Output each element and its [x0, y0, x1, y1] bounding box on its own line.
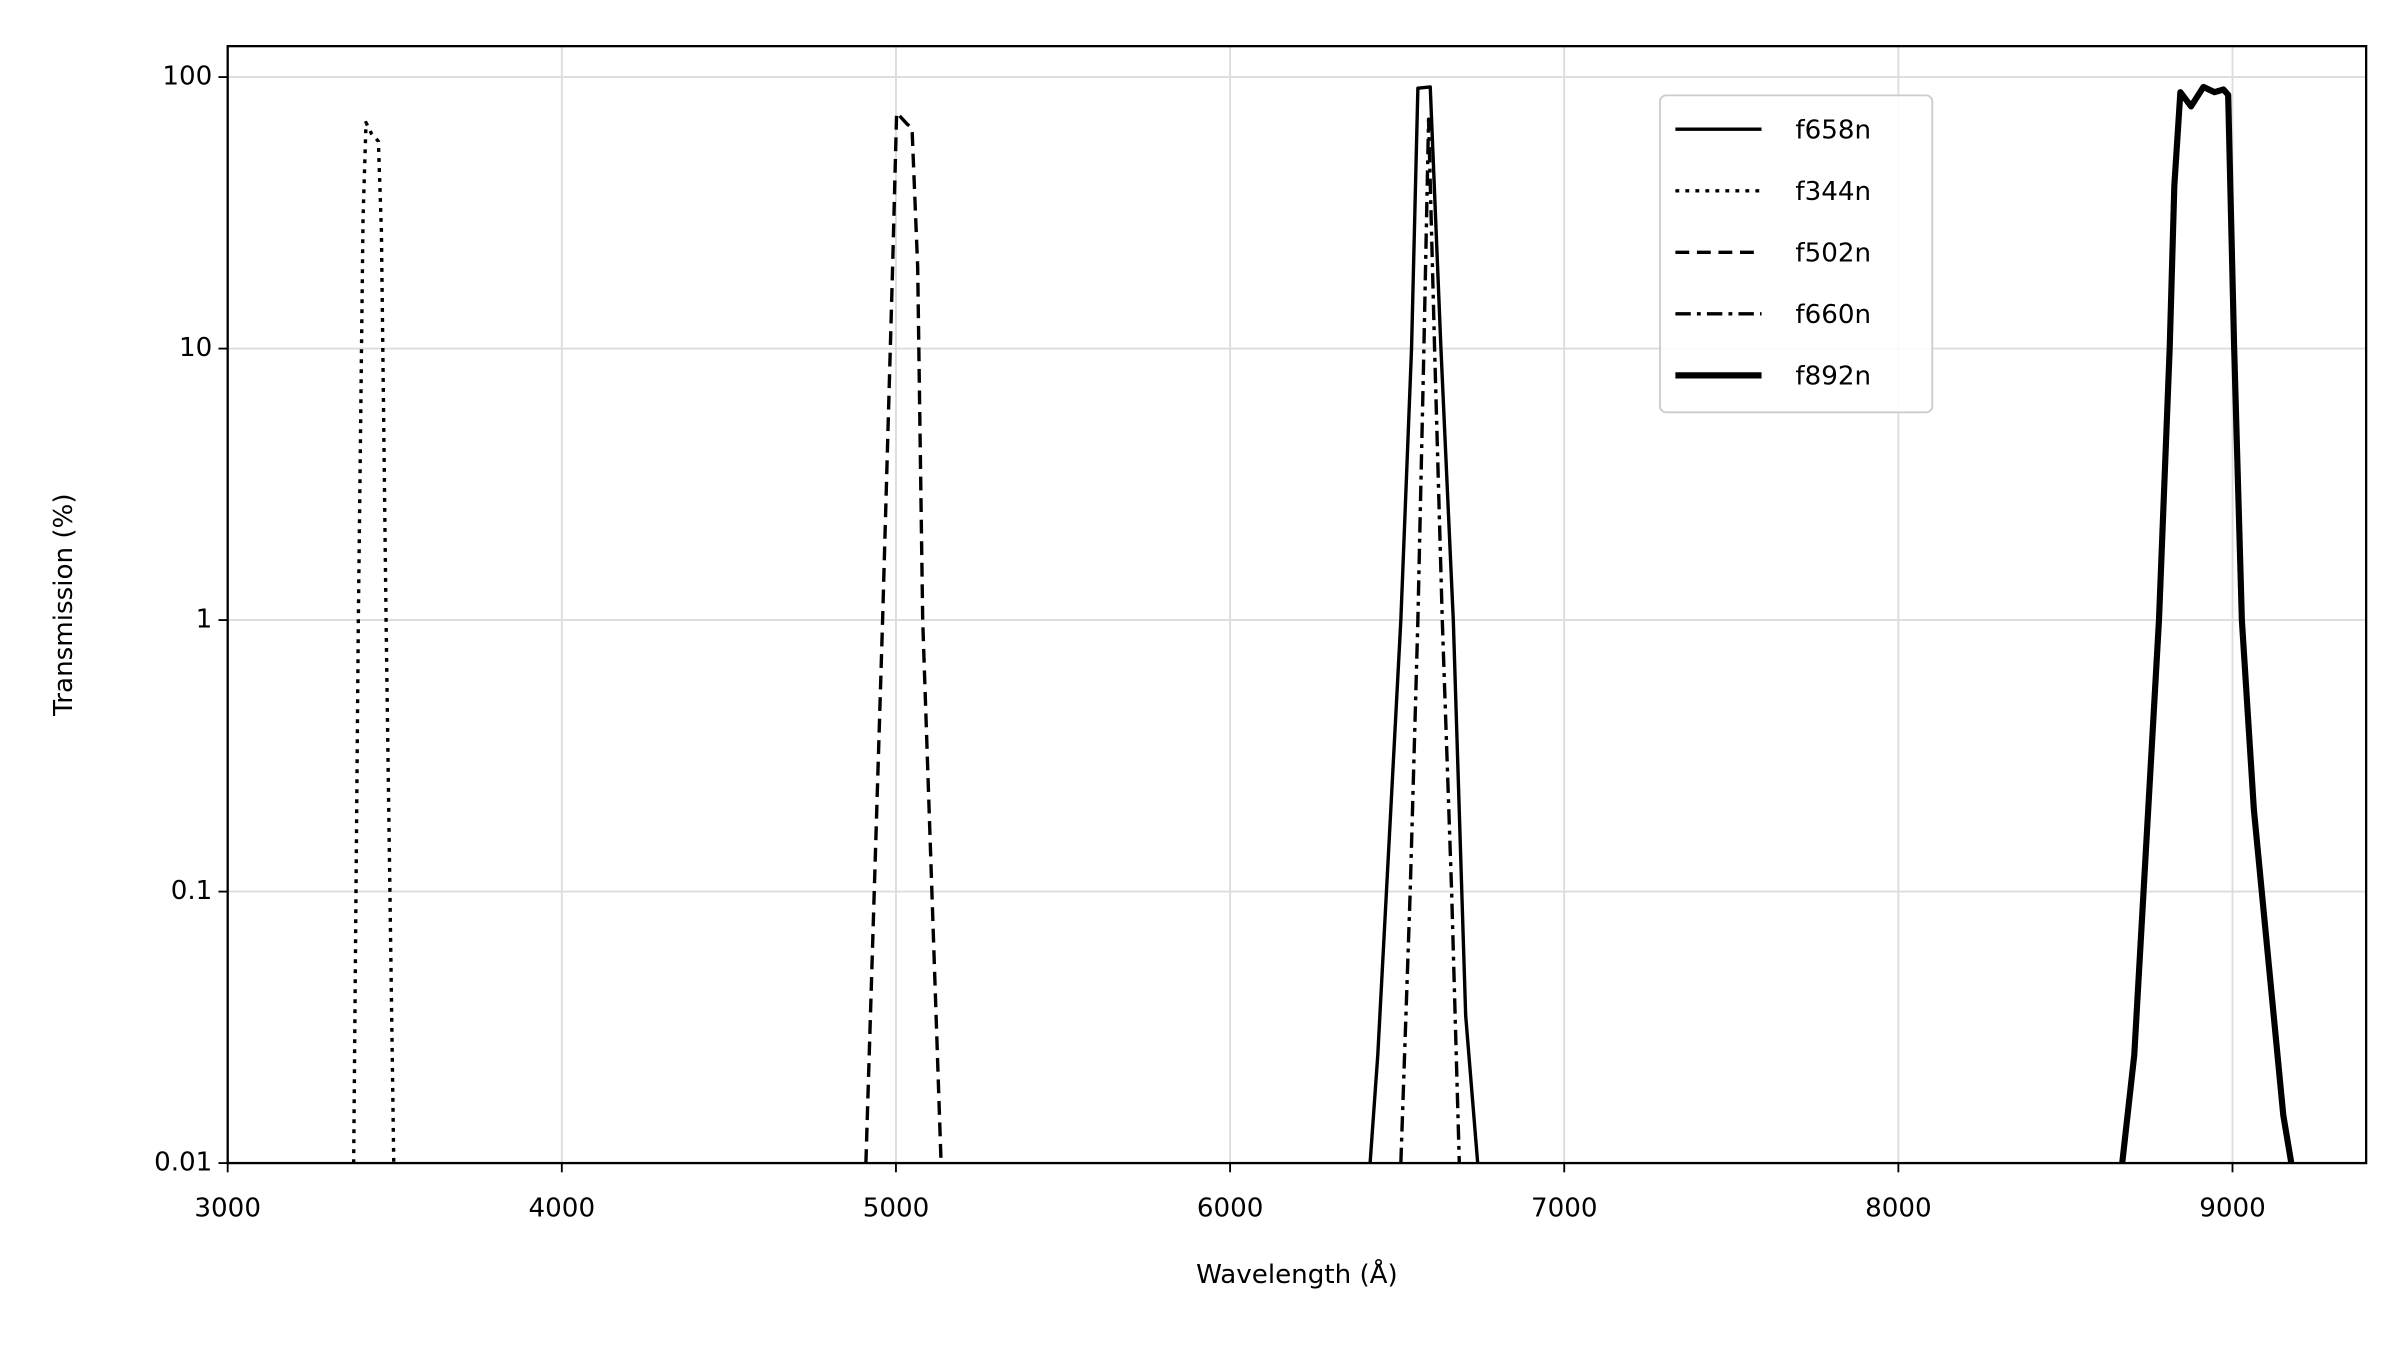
legend-box — [1659, 94, 1934, 414]
y-tick-label: 10 — [179, 333, 212, 363]
x-tick-label: 3000 — [194, 1194, 261, 1224]
legend: f658n f344n f502n f660n f892n — [1675, 115, 1871, 391]
legend-label: f660n — [1795, 300, 1871, 330]
y-tick-label: 0.01 — [154, 1148, 212, 1178]
y-tick-label: 0.1 — [171, 876, 213, 906]
x-tick-label: 4000 — [529, 1194, 596, 1224]
x-tick-label: 9000 — [2199, 1194, 2266, 1224]
y-axis-label: Transmission (%) — [49, 493, 79, 716]
x-axis-label: Wavelength (Å) — [1196, 1258, 1398, 1290]
x-tick-label: 7000 — [1531, 1194, 1598, 1224]
x-tick-label: 6000 — [1197, 1194, 1264, 1224]
y-tick-label: 1 — [196, 605, 213, 635]
y-tick-label: 100 — [162, 62, 212, 92]
series-line — [1368, 85, 1480, 1164]
series-line — [1399, 117, 1461, 1164]
series-line — [2119, 83, 2295, 1164]
legend-label: f344n — [1795, 177, 1871, 207]
x-tick-label: 8000 — [1865, 1194, 1932, 1224]
series-line — [351, 120, 396, 1164]
x-tick-label: 5000 — [863, 1194, 930, 1224]
axes: 3000 4000 5000 6000 7000 8000 9000 0.01 0.1 1 10 10… — [154, 62, 2266, 1224]
legend-label: f658n — [1795, 115, 1871, 145]
plot-frame — [226, 45, 2368, 1165]
plot-lines — [351, 83, 2295, 1164]
legend-label: f502n — [1795, 238, 1871, 268]
series-line — [864, 110, 943, 1164]
legend-label: f892n — [1795, 361, 1871, 391]
